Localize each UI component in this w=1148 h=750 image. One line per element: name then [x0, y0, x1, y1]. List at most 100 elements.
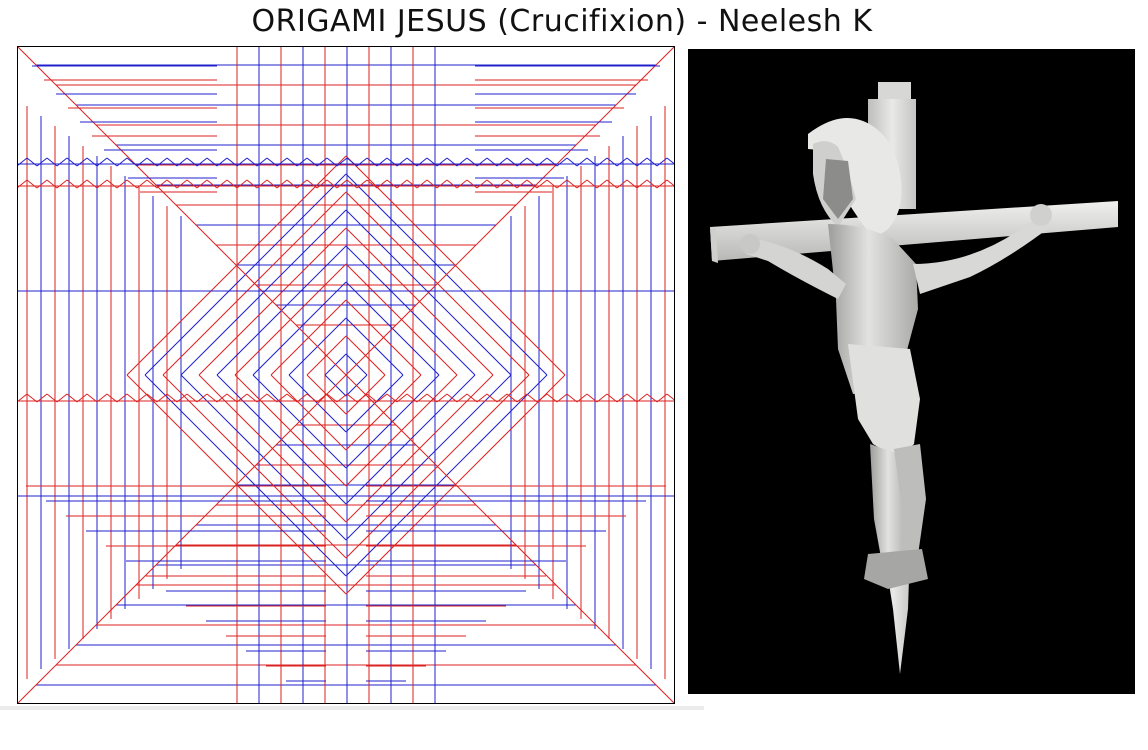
- crease-line: [346, 157, 358, 167]
- crease-line: [206, 393, 218, 403]
- crease-line: [606, 179, 618, 189]
- crease-line: [566, 179, 578, 189]
- crease-line: [446, 179, 458, 189]
- crease-line: [566, 393, 578, 403]
- crease-line: [526, 179, 538, 189]
- divider: [0, 706, 704, 710]
- crease-line: [146, 179, 158, 189]
- crease-line: [616, 179, 628, 189]
- crease-line: [466, 157, 478, 167]
- crease-line: [176, 157, 188, 167]
- crease-line: [346, 179, 358, 189]
- crease-line: [636, 157, 648, 167]
- crease-line: [516, 179, 528, 189]
- crease-line: [596, 157, 608, 167]
- crease-line: [536, 393, 548, 403]
- crease-line: [666, 179, 675, 188]
- crease-line: [96, 179, 108, 189]
- crease-line: [126, 179, 138, 189]
- crease-line: [496, 157, 508, 167]
- crease-line: [426, 179, 438, 189]
- crease-line: [66, 393, 78, 403]
- crease-line: [376, 393, 388, 403]
- crease-line: [326, 157, 338, 167]
- crease-line: [366, 393, 378, 403]
- crease-line: [316, 393, 328, 403]
- crease-line: [136, 179, 148, 189]
- crease-line: [86, 393, 98, 403]
- crease-line: [556, 179, 568, 189]
- crease-line: [306, 179, 318, 189]
- crease-line: [196, 393, 208, 403]
- crease-line: [156, 393, 168, 403]
- crease-line: [576, 179, 588, 189]
- crease-line: [246, 157, 258, 167]
- crease-line: [216, 157, 228, 167]
- page-title: ORIGAMI JESUS (Crucifixion) - Neelesh K: [251, 4, 873, 39]
- crease-line: [166, 179, 178, 189]
- crease-line: [546, 157, 558, 167]
- crease-line: [456, 179, 468, 189]
- crease-line: [306, 393, 318, 403]
- crease-line: [456, 393, 468, 403]
- crease-line: [256, 393, 268, 403]
- crease-line: [326, 393, 338, 403]
- crease-line: [116, 157, 128, 167]
- crease-line: [586, 179, 598, 189]
- origami-photo: [688, 49, 1135, 694]
- crease-line: [516, 157, 528, 167]
- crease-line: [306, 157, 318, 167]
- crease-line: [436, 157, 448, 167]
- crease-line: [386, 157, 398, 167]
- crease-line: [376, 157, 388, 167]
- crease-line: [236, 157, 248, 167]
- crease-line: [106, 179, 118, 189]
- crease-line: [186, 157, 198, 167]
- crease-line: [146, 157, 158, 167]
- crease-line: [416, 393, 428, 403]
- torso: [828, 224, 920, 459]
- crease-line: [466, 179, 478, 189]
- crease-line: [646, 179, 658, 189]
- crease-line: [396, 157, 408, 167]
- crease-line: [26, 179, 38, 189]
- crease-line: [196, 157, 208, 167]
- crease-line: [486, 179, 498, 189]
- crease-line: [236, 393, 248, 403]
- crease-line: [356, 179, 368, 189]
- crease-line: [536, 157, 548, 167]
- crease-line: [436, 393, 448, 403]
- crease-line: [596, 393, 608, 403]
- crease-line: [526, 393, 538, 403]
- crease-line: [36, 179, 48, 189]
- crease-line: [106, 157, 118, 167]
- crease-line: [126, 393, 138, 403]
- crease-line: [126, 157, 138, 167]
- crease-line: [256, 157, 268, 167]
- crease-pattern-diagram: [17, 46, 675, 704]
- crease-pattern-panel: [17, 46, 675, 704]
- crease-line: [476, 157, 488, 167]
- crease-line: [626, 157, 638, 167]
- crease-line: [176, 393, 188, 403]
- crease-line: [286, 179, 298, 189]
- crease-line: [176, 179, 188, 189]
- crease-line: [546, 179, 558, 189]
- crease-line: [276, 393, 288, 403]
- crease-line: [356, 157, 368, 167]
- crease-line: [86, 179, 98, 189]
- crease-line: [266, 179, 278, 189]
- crease-line: [56, 157, 68, 167]
- crease-line: [156, 179, 168, 189]
- crease-line: [206, 157, 218, 167]
- cross-beam: [710, 201, 1118, 263]
- crease-line: [416, 157, 428, 167]
- crease-line: [276, 157, 288, 167]
- crease-line: [666, 393, 675, 402]
- crease-line: [96, 393, 108, 403]
- crease-line: [246, 393, 258, 403]
- crease-line: [116, 179, 128, 189]
- crease-line: [556, 393, 568, 403]
- crease-line: [216, 393, 228, 403]
- crease-line: [536, 179, 548, 189]
